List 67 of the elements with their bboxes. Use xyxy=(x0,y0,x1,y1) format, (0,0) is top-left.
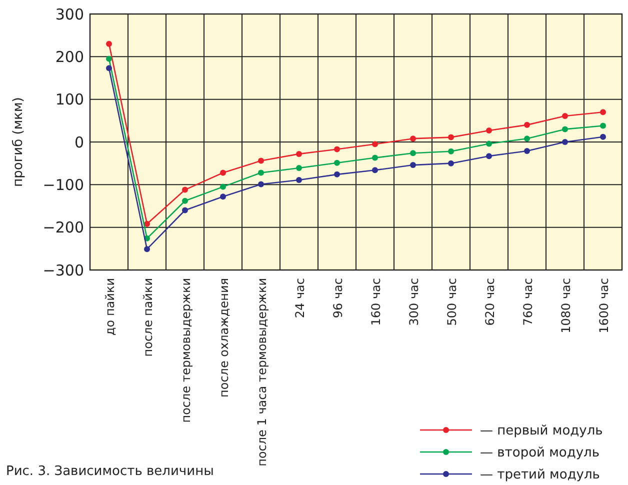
point xyxy=(524,148,530,154)
y-tick-label: −300 xyxy=(42,261,84,280)
x-tick-label: 620 час xyxy=(483,278,497,326)
point xyxy=(220,194,226,200)
legend-label: — второй модуль xyxy=(480,446,600,461)
point xyxy=(410,162,416,168)
point xyxy=(448,134,454,140)
point xyxy=(182,207,188,214)
text: Рис. 3. Зависимость величины xyxy=(6,464,214,479)
point xyxy=(334,171,340,178)
x-tick-label: после термовыдержки xyxy=(179,278,193,423)
point xyxy=(600,134,606,140)
point xyxy=(258,158,264,164)
x-tick-label: 96 час xyxy=(331,278,345,318)
point xyxy=(106,56,112,62)
point xyxy=(144,220,150,227)
point xyxy=(600,122,606,129)
x-tick-label: 1080 час xyxy=(559,278,573,334)
point xyxy=(562,126,568,132)
x-tick-label: до пайки xyxy=(103,278,117,336)
point xyxy=(562,139,568,145)
x-tick-label: после охлаждения xyxy=(217,278,231,398)
point xyxy=(220,184,226,190)
point xyxy=(410,136,416,142)
point xyxy=(258,170,264,176)
point xyxy=(524,136,530,142)
point xyxy=(486,140,492,147)
point xyxy=(258,181,264,188)
y-tick-label: 100 xyxy=(55,90,84,109)
y-axis-title: прогиб (мкм) xyxy=(11,97,26,187)
point xyxy=(182,198,188,204)
y-tick-label: −200 xyxy=(42,218,84,237)
x-tick-label: 500 час xyxy=(445,278,459,326)
point xyxy=(372,141,378,148)
x-tick-label: после пайки xyxy=(141,278,155,357)
point xyxy=(486,127,492,134)
x-tick-label: после 1 часа термовыдержки xyxy=(255,278,269,466)
point xyxy=(334,160,340,166)
x-tick-label: 1600 час xyxy=(597,278,611,334)
point xyxy=(106,65,112,72)
point xyxy=(448,160,454,166)
legend-label: — третий модуль xyxy=(480,468,600,483)
y-tick-label: 200 xyxy=(55,48,84,66)
point xyxy=(296,165,302,172)
y-tick-label: 0 xyxy=(74,133,84,152)
point xyxy=(296,150,302,157)
legend-label: — первый модуль xyxy=(480,424,603,439)
point xyxy=(144,246,150,252)
point xyxy=(448,148,454,154)
point xyxy=(372,154,378,161)
point xyxy=(182,186,188,193)
y-tick-label: 300 xyxy=(55,5,84,24)
x-tick-label: 24 час xyxy=(293,278,307,318)
point xyxy=(296,176,302,183)
point xyxy=(562,112,568,119)
point xyxy=(410,150,416,156)
y-tick-label: −100 xyxy=(42,176,84,194)
point xyxy=(600,109,606,116)
point xyxy=(106,40,112,47)
x-tick-label: 760 час xyxy=(521,278,535,326)
point xyxy=(220,170,226,176)
point xyxy=(486,153,492,160)
x-tick-label: 300 час xyxy=(407,278,421,326)
point xyxy=(524,122,530,128)
point xyxy=(334,146,340,152)
x-tick-label: 160 час xyxy=(369,278,383,326)
point xyxy=(372,167,378,174)
